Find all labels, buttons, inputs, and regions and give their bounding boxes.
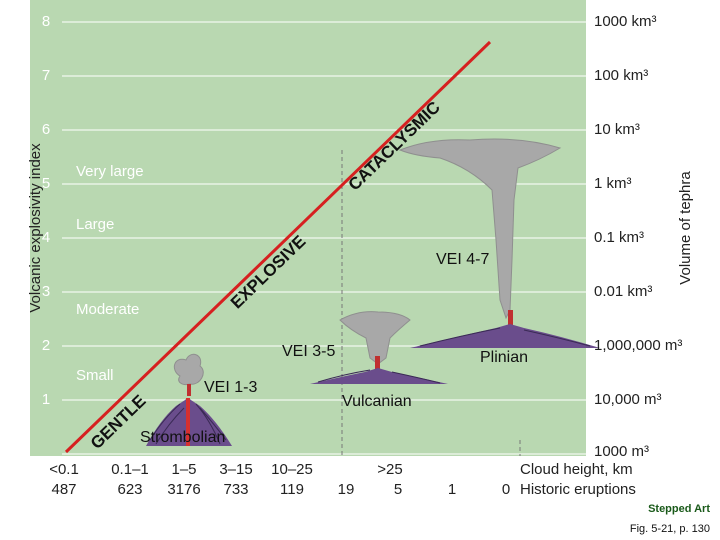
cloud-tick-5: >25 — [377, 461, 402, 478]
y-axis-strip — [30, 0, 62, 456]
type-vulcanian: Vulcanian — [342, 393, 412, 410]
category-moderate: Moderate — [76, 301, 139, 318]
category-very-large: Very large — [76, 163, 144, 180]
cloud-tick-2: 1–5 — [171, 461, 196, 478]
historic-count-4: 119 — [280, 481, 304, 498]
vulcanian-volcano — [310, 311, 448, 384]
right-axis-label: Volume of tephra — [677, 171, 694, 285]
y-tick-2: 2 — [42, 337, 50, 354]
volume-10000m3: 10,000 m³ — [594, 391, 662, 408]
historic-count-5: 19 — [338, 481, 355, 498]
volume-10km3: 10 km³ — [594, 121, 640, 138]
historic-count-6: 5 — [394, 481, 402, 498]
category-small: Small — [76, 367, 114, 384]
y-tick-3: 3 — [42, 283, 50, 300]
y-tick-8: 8 — [42, 13, 50, 30]
volume-0-1km3: 0.1 km³ — [594, 229, 644, 246]
historic-count-3: 733 — [223, 481, 248, 498]
y-tick-7: 7 — [42, 67, 50, 84]
volume-1km3: 1 km³ — [594, 175, 632, 192]
strombolian-volcano — [146, 353, 232, 446]
volume-1000km3: 1000 km³ — [594, 13, 657, 30]
volume-1000m3: 1000 m³ — [594, 443, 649, 460]
credit-figure: Fig. 5-21, p. 130 — [630, 523, 710, 535]
cloud-tick-1: 0.1–1 — [111, 461, 149, 478]
explosivity-line — [64, 40, 492, 454]
credit-stepped-art: Stepped Art — [648, 503, 710, 515]
historic-count-0: 487 — [51, 481, 76, 498]
volume-1000000m3: 1,000,000 m³ — [594, 337, 682, 354]
type-strombolian: Strombolian — [140, 429, 225, 446]
y-axis-label: Volcanic explosivity index — [27, 143, 44, 313]
cloud-height-label: Cloud height, km — [520, 461, 633, 478]
type-plinian: Plinian — [480, 349, 528, 366]
historic-count-2: 3176 — [167, 481, 200, 498]
cloud-tick-0: <0.1 — [49, 461, 79, 478]
historic-count-1: 623 — [117, 481, 142, 498]
y-tick-1: 1 — [42, 391, 50, 408]
category-large: Large — [76, 216, 114, 233]
cloud-tick-3: 3–15 — [219, 461, 252, 478]
plinian-volcano — [398, 138, 600, 348]
volume-100km3: 100 km³ — [594, 67, 648, 84]
volume-0-01km3: 0.01 km³ — [594, 283, 652, 300]
vei-label-3-5: VEI 3-5 — [282, 343, 335, 360]
y-tick-6: 6 — [42, 121, 50, 138]
y-tick-5: 5 — [42, 175, 50, 192]
cloud-tick-4: 10–25 — [271, 461, 313, 478]
vei-label-4-7: VEI 4-7 — [436, 251, 489, 268]
historic-label: Historic eruptions — [520, 481, 636, 498]
historic-count-7: 1 — [448, 481, 456, 498]
historic-count-8: 0 — [502, 481, 510, 498]
y-tick-4: 4 — [42, 229, 50, 246]
vei-label-1-3: VEI 1-3 — [204, 379, 257, 396]
